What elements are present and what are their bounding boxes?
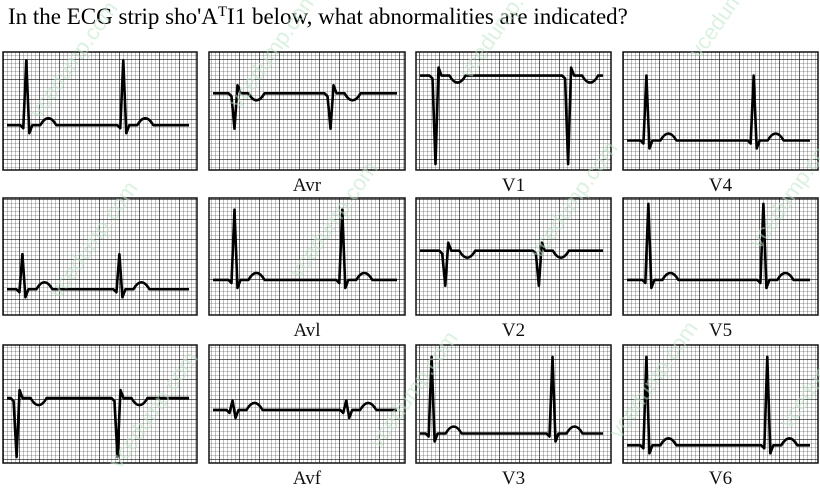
title-part: I1 below, what abnormalities are indicat… bbox=[227, 4, 628, 29]
ecg-grid bbox=[622, 197, 819, 316]
lead-label: V3 bbox=[502, 468, 525, 489]
ecg-trace bbox=[627, 355, 810, 455]
lead-label: V6 bbox=[709, 468, 732, 489]
lead-label: Avr bbox=[293, 175, 322, 196]
ecg-grid bbox=[415, 344, 612, 464]
ecg-trace bbox=[627, 74, 810, 150]
ecg-grid bbox=[2, 51, 198, 171]
lead-label: V1 bbox=[502, 175, 525, 196]
ecg-trace bbox=[213, 84, 397, 130]
ecg-grid bbox=[208, 197, 406, 316]
title-part: In the ECG strip sho'A bbox=[8, 4, 218, 29]
ecg-grid bbox=[622, 344, 819, 464]
ecg-panels: Avr V1 V4 Avl V2 V5 Avf V3 V6 bbox=[2, 51, 819, 489]
ecg-grid bbox=[2, 197, 198, 316]
lead-label: Avl bbox=[293, 320, 320, 341]
lead-label: Avf bbox=[293, 468, 322, 489]
ecg-grid bbox=[415, 51, 612, 171]
lead-label: V5 bbox=[709, 320, 732, 341]
lead-label: V2 bbox=[502, 320, 525, 341]
ecg-grid bbox=[622, 51, 819, 171]
title-sup: T bbox=[218, 4, 227, 20]
lead-label: V4 bbox=[709, 175, 733, 196]
ecg-trace bbox=[627, 202, 810, 290]
ecg-grid bbox=[415, 197, 612, 316]
ecg-trace bbox=[420, 241, 603, 288]
ecg-trace bbox=[420, 355, 603, 443]
ecg-trace bbox=[7, 58, 189, 135]
ecg-trace bbox=[7, 252, 189, 299]
ecg-trace bbox=[420, 66, 603, 166]
ecg-trace bbox=[7, 388, 189, 459]
question-title: In the ECG strip sho'ATI1 below, what ab… bbox=[8, 4, 628, 29]
ecg-trace bbox=[213, 399, 397, 420]
ecg-trace bbox=[213, 208, 397, 290]
ecg-grid bbox=[208, 51, 406, 171]
